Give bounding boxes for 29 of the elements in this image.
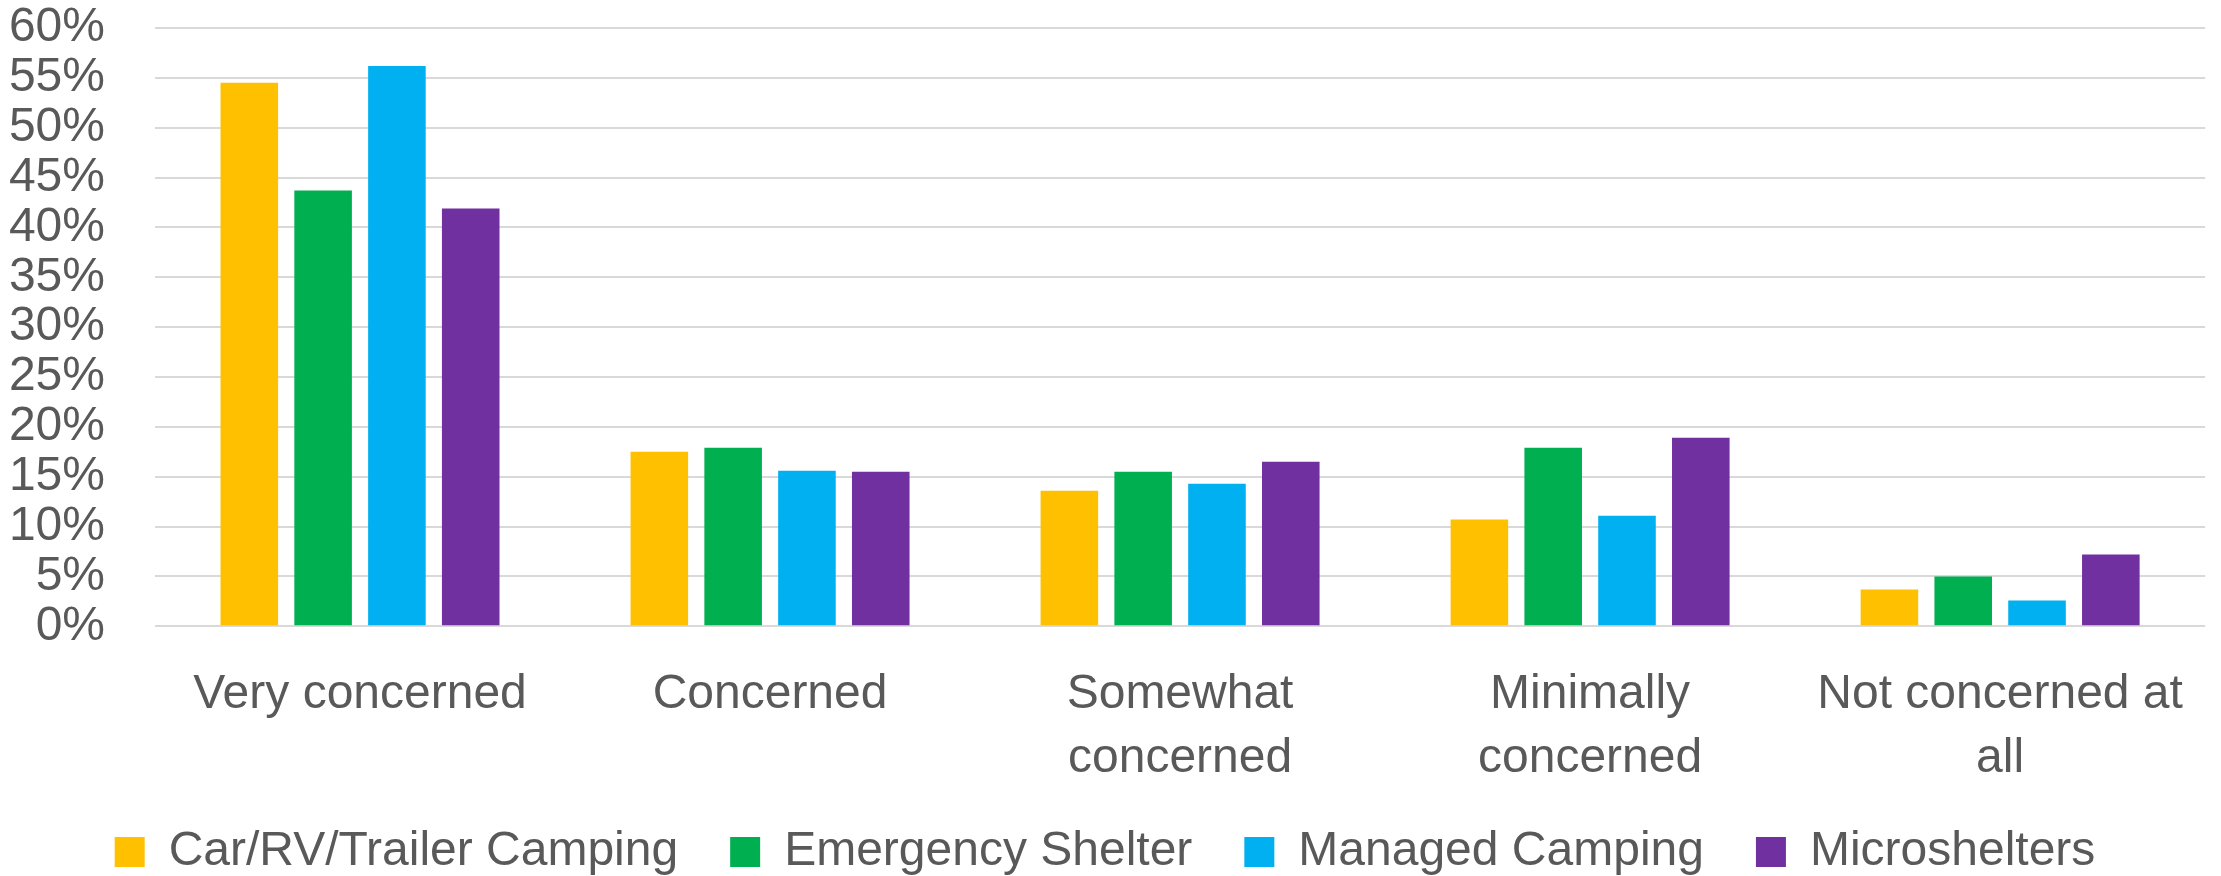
bar — [1598, 515, 1656, 626]
bar — [1934, 576, 1992, 626]
bar — [1188, 483, 1246, 626]
legend-label: Emergency Shelter — [784, 822, 1193, 876]
bar — [1524, 447, 1582, 626]
bar — [1040, 490, 1099, 626]
legend-label: Managed Camping — [1298, 822, 1704, 876]
x-tick-label: Very concerned — [193, 665, 527, 719]
bar — [778, 470, 836, 626]
bar — [1860, 589, 1919, 626]
legend-label: Car/RV/Trailer Camping — [168, 822, 679, 876]
x-tick-label: Somewhat concerned — [1066, 665, 1294, 783]
bar — [1672, 437, 1730, 626]
bar — [441, 208, 500, 626]
bar — [2008, 600, 2066, 626]
x-tick-label: Not concerned at all — [1817, 665, 2183, 783]
bar — [1114, 471, 1172, 626]
bar — [851, 471, 910, 626]
x-tick-label: Minimally concerned — [1478, 665, 1703, 783]
x-tick-label: Concerned — [652, 665, 888, 719]
bar — [630, 451, 689, 626]
bar — [220, 82, 279, 626]
legend-label: Microshelters — [1809, 822, 2096, 876]
bar — [1450, 519, 1509, 626]
bar — [368, 65, 426, 626]
bar — [1261, 461, 1320, 626]
bar — [2082, 554, 2140, 626]
bar — [294, 190, 352, 626]
bar — [704, 447, 762, 626]
